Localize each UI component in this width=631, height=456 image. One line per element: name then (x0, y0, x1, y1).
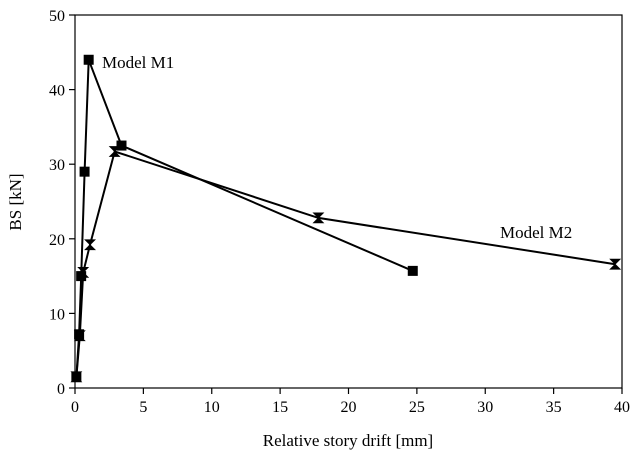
data-point-model-m1 (83, 54, 94, 65)
x-tick-label: 5 (139, 399, 147, 416)
data-point-model-m2 (73, 330, 86, 342)
x-axis-title: Relative story drift [mm] (263, 431, 433, 450)
x-tick-label: 25 (409, 399, 425, 416)
y-tick-label: 30 (49, 157, 65, 174)
series-layer (70, 54, 622, 383)
series-line-model-m1 (75, 59, 414, 377)
x-tick-label: 20 (341, 399, 357, 416)
x-tick-label: 10 (204, 399, 220, 416)
y-tick-label: 20 (49, 232, 65, 249)
data-point-model-m2 (108, 146, 121, 157)
series-line-model-m2 (75, 150, 616, 377)
data-point-model-m2 (77, 266, 90, 278)
data-point-model-m2 (312, 212, 325, 224)
annotation-model-m1: Model M1 (102, 53, 174, 72)
data-point-model-m1 (79, 166, 90, 177)
data-point-model-m1 (116, 140, 127, 151)
axes: 0 10 20 30 40 50 0 5 10 15 20 25 30 35 40 (49, 8, 630, 416)
data-point-model-m2 (609, 258, 622, 270)
annotation-model-m2: Model M2 (500, 223, 572, 242)
x-tick-label: 40 (614, 399, 630, 416)
y-axis-title: BS [kN] (6, 173, 25, 230)
x-tick-label: 0 (71, 399, 79, 416)
data-point-model-m2 (84, 239, 97, 251)
y-tick-label: 40 (49, 83, 65, 100)
y-tick-label: 10 (49, 306, 65, 323)
data-point-model-m1 (407, 265, 418, 276)
x-tick-label: 30 (477, 399, 493, 416)
data-point-model-m2 (70, 371, 83, 383)
y-tick-label: 50 (49, 8, 65, 25)
x-tick-label: 35 (546, 399, 562, 416)
y-tick-label: 0 (57, 381, 65, 398)
x-tick-label: 15 (272, 399, 288, 416)
